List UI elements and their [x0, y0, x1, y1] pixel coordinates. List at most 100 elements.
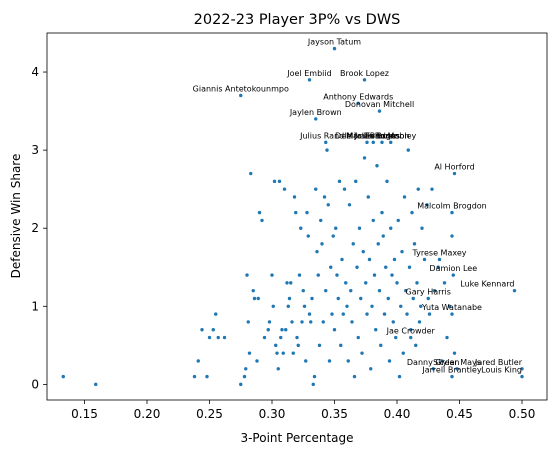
data-point — [309, 320, 313, 324]
data-point — [416, 187, 420, 191]
data-point — [211, 328, 215, 332]
data-point — [290, 320, 294, 324]
data-point-labeled — [450, 374, 454, 379]
data-point — [255, 359, 259, 363]
data-point — [357, 226, 362, 230]
data-point — [276, 367, 280, 371]
point-label: Brook Lopez — [340, 69, 389, 78]
data-point — [267, 320, 272, 324]
data-point — [425, 203, 429, 207]
data-point — [396, 218, 400, 223]
data-point — [294, 210, 298, 215]
point-label: Mikal Bridges — [346, 131, 400, 140]
point-label: Louis King — [481, 366, 522, 375]
x-tick-label: 0.35 — [321, 407, 348, 421]
data-point — [361, 249, 365, 254]
point-label: Luke Kennard — [460, 280, 514, 289]
data-point — [442, 281, 447, 285]
data-point — [345, 304, 349, 308]
data-point-labeled — [520, 374, 524, 379]
data-point-labeled — [377, 109, 382, 113]
data-point — [391, 320, 395, 324]
data-point — [359, 296, 363, 301]
point-label: Donovan Mitchell — [345, 100, 414, 109]
data-point — [192, 374, 197, 379]
y-axis-label: Defensive Win Share — [9, 154, 23, 279]
data-point-labeled — [332, 46, 337, 51]
axis-ticks: 0.15 0.20 0.25 0.30 0.35 0.40 0.45 0.50 0 1 2 3 4 — [31, 65, 535, 421]
data-point — [302, 304, 307, 308]
data-point — [281, 351, 285, 355]
data-point — [410, 210, 414, 215]
data-point — [289, 281, 293, 285]
data-point — [315, 249, 319, 254]
data-point — [452, 351, 457, 355]
data-point — [411, 296, 415, 301]
data-point — [314, 187, 318, 191]
data-point — [400, 249, 404, 254]
point-labels: Jayson Tatum Joel Embiid Brook Lopez Gianni… — [193, 38, 523, 375]
data-point — [382, 312, 387, 316]
data-point — [270, 273, 274, 277]
data-point — [427, 312, 432, 316]
data-point — [440, 359, 444, 363]
point-label: Jaylen Brown — [289, 108, 342, 117]
data-point — [305, 210, 309, 215]
data-point — [285, 281, 289, 285]
x-axis-label: 3-Point Percentage — [240, 431, 353, 445]
data-point — [262, 335, 267, 340]
data-point — [395, 281, 399, 285]
data-point — [251, 288, 255, 293]
point-label: Anthony Edwards — [323, 92, 393, 101]
data-point-labeled — [371, 140, 375, 145]
data-point — [406, 148, 410, 152]
data-point — [365, 312, 369, 316]
point-label: Al Horford — [434, 163, 474, 172]
data-point — [450, 234, 454, 238]
data-point — [200, 328, 204, 332]
data-point-labeled — [426, 296, 430, 301]
data-point — [414, 343, 418, 348]
data-point — [402, 195, 407, 199]
data-point — [319, 218, 323, 223]
data-point-labeled — [362, 78, 367, 82]
data-point-labeled — [450, 312, 454, 316]
data-point — [287, 296, 292, 301]
y-tick-label: 0 — [31, 377, 39, 391]
data-point — [430, 187, 434, 191]
data-point — [381, 234, 385, 238]
y-tick-label: 3 — [31, 143, 39, 157]
data-point — [299, 226, 303, 230]
data-point — [286, 304, 290, 308]
data-point — [436, 265, 440, 269]
x-tick-label: 0.30 — [259, 407, 286, 421]
data-point — [352, 374, 357, 379]
data-point-labeled — [365, 140, 369, 145]
data-point — [397, 374, 402, 379]
data-point — [422, 257, 427, 262]
data-point — [320, 242, 324, 246]
data-point — [282, 187, 287, 191]
point-label: Jared Butler — [474, 358, 523, 367]
point-label: Gary Harris — [406, 287, 451, 296]
data-point — [387, 359, 392, 363]
data-point — [222, 335, 227, 340]
data-point — [341, 312, 345, 316]
data-point — [389, 226, 393, 230]
data-point — [306, 234, 310, 238]
data-point — [207, 335, 212, 340]
data-point — [379, 343, 383, 348]
data-point — [317, 343, 322, 348]
data-point — [216, 335, 220, 340]
data-point — [297, 273, 302, 277]
data-point — [312, 374, 317, 379]
data-point — [432, 288, 437, 293]
data-points — [61, 46, 524, 387]
data-point — [362, 156, 367, 160]
data-point — [404, 288, 408, 293]
data-point — [386, 296, 390, 301]
data-point — [371, 218, 375, 223]
x-tick-label: 0.40 — [384, 407, 411, 421]
data-point — [336, 296, 340, 301]
